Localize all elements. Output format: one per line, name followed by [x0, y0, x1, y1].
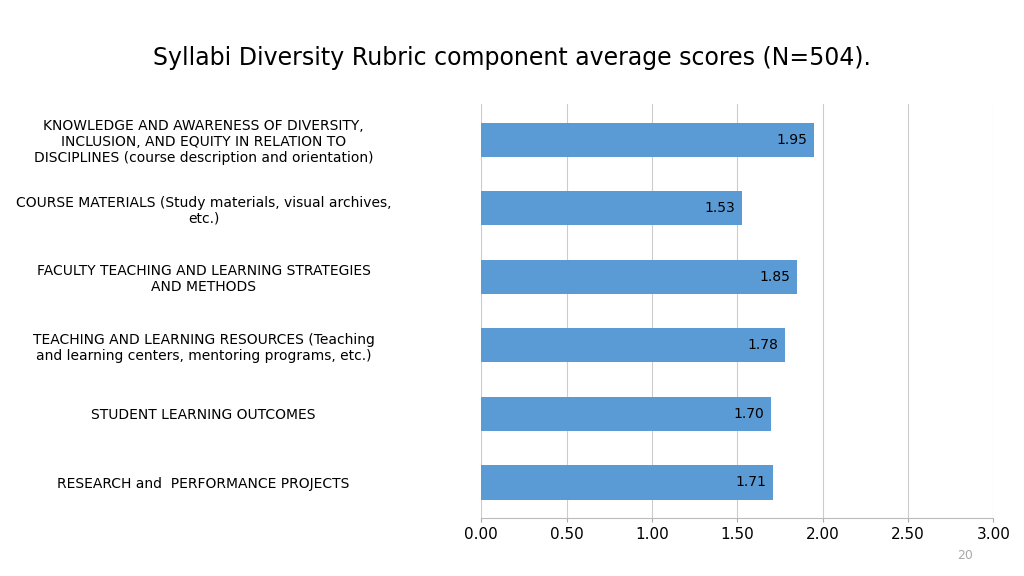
Text: 1.78: 1.78 — [748, 338, 778, 353]
Text: 1.71: 1.71 — [735, 475, 766, 490]
Bar — [481, 465, 773, 499]
Text: 1.70: 1.70 — [734, 407, 765, 421]
Text: 1.95: 1.95 — [776, 132, 807, 147]
Text: 20: 20 — [956, 549, 973, 562]
Bar — [481, 328, 785, 362]
Bar — [481, 397, 771, 431]
Text: 1.85: 1.85 — [760, 270, 791, 284]
Bar — [481, 191, 742, 225]
Text: Syllabi Diversity Rubric component average scores (N=504).: Syllabi Diversity Rubric component avera… — [153, 46, 871, 70]
Bar — [481, 123, 814, 157]
Text: 1.53: 1.53 — [705, 201, 735, 215]
Bar — [481, 260, 797, 294]
